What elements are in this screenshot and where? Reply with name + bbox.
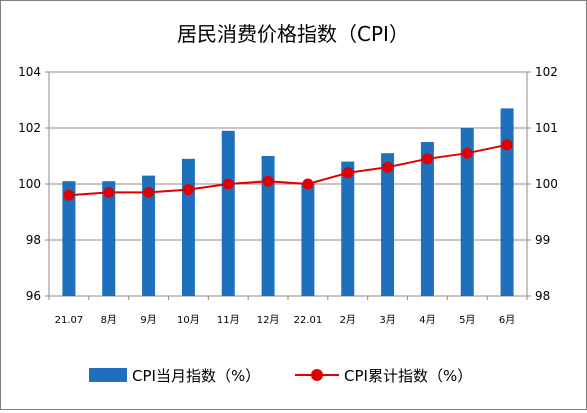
left-tick-label: 100	[18, 177, 41, 191]
x-tick-label: 2月	[340, 314, 356, 326]
bar-series	[62, 108, 514, 297]
line-point	[461, 147, 473, 159]
bar	[221, 130, 235, 296]
grid-lines	[49, 127, 527, 241]
right-axis-ticks: 98 99 100 101 102	[527, 65, 558, 303]
right-tick-label: 102	[535, 65, 558, 79]
legend-bar-swatch	[89, 368, 127, 382]
line-point	[143, 186, 155, 198]
left-tick-label: 102	[18, 121, 41, 135]
line-point	[302, 178, 314, 190]
line-path	[68, 143, 508, 197]
x-tick-label: 6月	[499, 314, 515, 326]
line-point	[342, 167, 354, 179]
x-tick-label: 22.01	[294, 315, 323, 326]
line-point	[262, 175, 274, 187]
line-point	[222, 178, 234, 190]
left-tick-label: 98	[26, 233, 41, 247]
line-point	[182, 184, 194, 196]
left-tick-label: 104	[18, 65, 41, 79]
left-tick-label: 96	[26, 289, 41, 303]
bar	[181, 158, 195, 296]
bar	[62, 181, 76, 296]
bar	[460, 128, 474, 296]
line-point	[382, 161, 394, 173]
legend-line-marker	[311, 369, 323, 381]
line-point	[103, 186, 115, 198]
x-tick-label: 12月	[257, 314, 280, 326]
right-tick-label: 98	[535, 289, 550, 303]
x-tick-label: 8月	[101, 314, 117, 326]
legend: CPI当月指数（%） CPI累计指数（%）	[89, 367, 472, 385]
line-series	[63, 139, 513, 201]
x-tick-label: 10月	[177, 314, 200, 326]
bar	[341, 161, 355, 296]
legend-bar-label: CPI当月指数（%）	[132, 367, 260, 385]
bar	[381, 153, 395, 296]
line-point	[63, 189, 75, 201]
x-axis-ticks: 21.07 8月 9月 10月 11月 12月 22.01 2月 3月 4月 5月 6月	[48, 296, 528, 326]
line-point	[501, 139, 513, 151]
x-tick-label: 9月	[140, 314, 156, 326]
x-tick-label: 3月	[379, 314, 395, 326]
right-tick-label: 99	[535, 233, 550, 247]
bar	[301, 184, 315, 296]
right-tick-label: 101	[535, 121, 558, 135]
x-tick-label: 11月	[217, 314, 240, 326]
right-tick-label: 100	[535, 177, 558, 191]
x-tick-label: 4月	[419, 314, 435, 326]
left-axis-ticks: 96 98 100 102 104	[18, 65, 49, 303]
x-tick-label: 21.07	[55, 315, 84, 326]
bar	[261, 156, 275, 296]
bar	[142, 175, 156, 296]
bar	[500, 108, 514, 297]
legend-line-label: CPI累计指数（%）	[344, 367, 472, 385]
chart-title: 居民消费价格指数（CPI）	[177, 22, 409, 46]
line-point	[421, 153, 433, 165]
bar	[420, 142, 434, 296]
bar	[102, 181, 116, 296]
x-tick-label: 5月	[459, 314, 475, 326]
